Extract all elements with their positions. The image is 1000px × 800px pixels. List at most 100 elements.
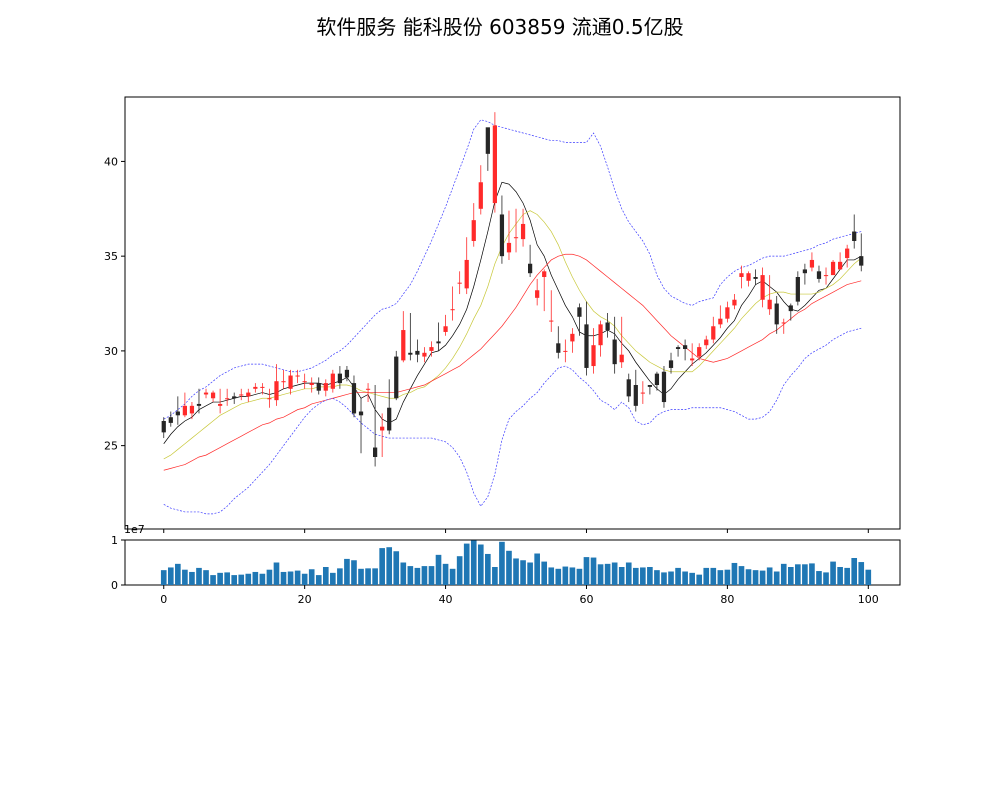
candle-body	[563, 350, 568, 352]
volume-bar	[513, 558, 519, 585]
volume-bar	[337, 568, 343, 585]
candle	[387, 379, 392, 435]
candle	[267, 388, 272, 408]
candle-body	[443, 326, 448, 332]
candle	[288, 369, 293, 395]
candle	[852, 214, 857, 249]
volume-bar	[506, 550, 512, 585]
volume-bar	[858, 562, 865, 585]
volume-bar	[590, 557, 597, 585]
volume-bar	[682, 571, 688, 585]
candle-body	[471, 220, 476, 241]
candle	[753, 269, 758, 285]
candle	[598, 320, 603, 357]
candle-body	[746, 273, 751, 281]
volume-bar	[315, 575, 322, 585]
volume-bar	[477, 544, 484, 585]
candle	[316, 377, 321, 395]
volume-bar	[527, 562, 533, 585]
candle	[182, 392, 187, 418]
price-panel: 25 30 35 40	[104, 96, 901, 530]
candle	[640, 381, 645, 404]
volume-bar	[435, 554, 442, 585]
candle	[337, 366, 342, 389]
volume-bar	[266, 569, 273, 585]
candle-body	[598, 324, 603, 346]
candle-body	[612, 339, 617, 365]
candle-body	[302, 381, 307, 383]
candle	[591, 328, 596, 374]
volume-bar	[731, 562, 738, 585]
candle-body	[161, 421, 166, 433]
candle	[168, 411, 173, 427]
volume-bar	[780, 563, 787, 585]
volume-bar	[372, 568, 378, 585]
candle	[246, 388, 251, 403]
candle	[619, 316, 624, 368]
candle-body	[485, 127, 490, 154]
candle	[365, 383, 371, 403]
candle	[373, 385, 378, 467]
candle	[415, 339, 420, 363]
candle-body	[365, 388, 371, 390]
candle	[443, 314, 448, 336]
indicator-line-2	[163, 253, 862, 471]
candle	[584, 301, 589, 376]
volume-bar	[287, 571, 294, 585]
volume-bar	[499, 541, 505, 585]
candle-body	[380, 426, 385, 431]
candle-body	[281, 381, 286, 383]
candle-body	[429, 347, 434, 351]
price-ytick-label: 30	[104, 345, 118, 358]
volume-bar	[400, 562, 407, 585]
volume-bar	[717, 570, 724, 585]
candle	[309, 377, 314, 393]
candle-body	[781, 322, 786, 324]
candle-body	[330, 373, 335, 389]
candle-body	[626, 379, 631, 397]
volume-bar	[470, 540, 477, 585]
candle	[520, 208, 526, 247]
price-axes-frame	[124, 96, 901, 530]
candle	[774, 295, 779, 334]
candle-body	[323, 383, 328, 391]
candle	[781, 318, 786, 334]
candle-body	[394, 356, 399, 399]
candle	[704, 335, 709, 349]
candle	[668, 352, 674, 374]
candle	[697, 343, 702, 361]
candle	[471, 203, 476, 247]
volume-bar	[273, 562, 280, 585]
volume-bar	[175, 563, 181, 585]
candle-body	[802, 269, 807, 274]
candle	[380, 413, 385, 457]
xtick-label: 20	[298, 593, 312, 606]
candle	[647, 385, 652, 395]
candle	[499, 195, 505, 264]
volume-bar	[189, 571, 195, 585]
candle	[823, 267, 829, 285]
volume-bar	[365, 568, 371, 585]
volume-bar	[865, 569, 872, 585]
candle	[683, 339, 688, 361]
volume-bar	[252, 571, 259, 585]
candle-body	[711, 326, 716, 340]
volume-bar	[358, 568, 364, 585]
candle	[330, 369, 335, 393]
candle	[556, 326, 561, 359]
volume-bar	[766, 567, 773, 585]
candle-body	[633, 385, 638, 406]
candle-body	[253, 386, 258, 389]
candle	[253, 383, 258, 393]
volume-bar	[492, 567, 498, 585]
candle-body	[584, 324, 589, 368]
volume-bar	[555, 568, 562, 585]
volume-offset-label: 1e7	[124, 523, 145, 536]
candle-body	[450, 309, 455, 311]
xtick-label: 80	[720, 593, 734, 606]
volume-bar	[322, 567, 329, 585]
candle	[401, 311, 406, 363]
volume-bar	[597, 564, 604, 585]
candle-body	[661, 371, 667, 403]
xtick-label: 60	[579, 593, 593, 606]
